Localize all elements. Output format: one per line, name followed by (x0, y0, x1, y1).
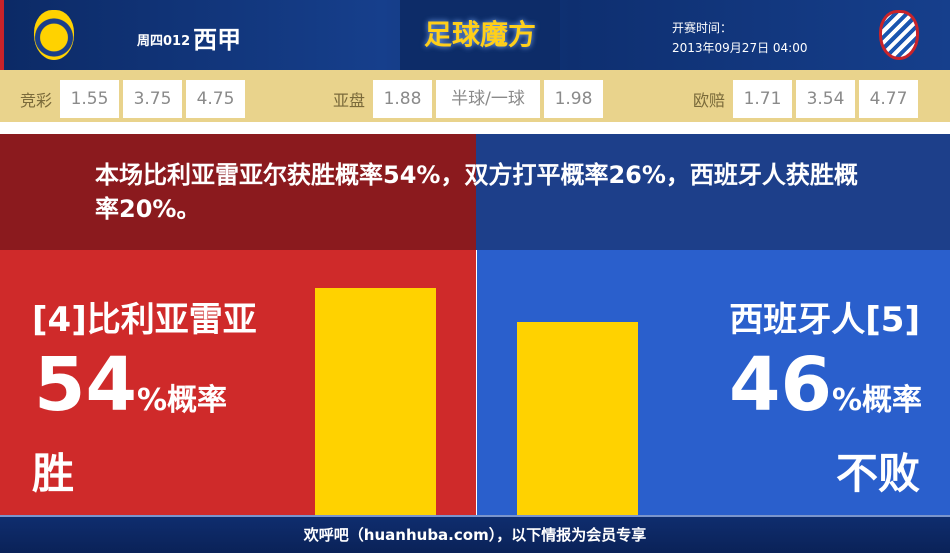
home-panel: [4]比利亚雷亚 54%概率 胜 (0, 250, 476, 515)
home-pct-value: 54 (34, 342, 137, 428)
odds-value: 1.71 (733, 80, 793, 118)
away-result: 不败 (835, 449, 920, 498)
kickoff-label: 开赛时间： (672, 21, 733, 35)
summary-band-away (476, 134, 950, 250)
odds-value: 1.98 (544, 80, 604, 118)
odds-group-jingcai: 竞彩 1.55 3.75 4.75 (20, 80, 246, 118)
away-pct-value: 46 (728, 342, 832, 428)
summary-band-home (0, 134, 476, 250)
probability-summary: 本场比利亚雷亚尔获胜概率54%，双方打平概率26%，西班牙人获胜概率20%。 (95, 161, 858, 223)
home-team-logo (34, 10, 74, 60)
odds-value: 4.77 (859, 80, 919, 118)
away-team-logo (879, 10, 919, 60)
odds-label: 竞彩 (20, 91, 53, 110)
odds-value: 1.55 (60, 80, 120, 118)
away-percent: 46%概率 (729, 342, 922, 428)
kickoff-value: 2013年09月27日 04:00 (672, 41, 808, 55)
away-panel: 西班牙人[5] 46%概率 不败 (476, 250, 950, 515)
odds-value: 3.75 (123, 80, 183, 118)
match-info: 周四012 西甲 (137, 20, 241, 55)
home-probability-bar (315, 288, 436, 515)
pct-suffix: %概率 (831, 383, 922, 418)
header: 周四012 西甲 足球魔方 开赛时间： 2013年09月27日 04:00 (0, 0, 950, 70)
odds-value: 3.54 (796, 80, 856, 118)
home-percent: 54%概率 (34, 342, 227, 428)
odds-label: 亚盘 (333, 91, 366, 110)
league: 西甲 (193, 26, 242, 54)
pct-suffix: %概率 (136, 383, 228, 418)
brand-logo: 足球魔方 (400, 0, 560, 70)
odds-value: 4.75 (186, 80, 246, 118)
kickoff-time: 开赛时间： 2013年09月27日 04:00 (672, 18, 807, 58)
odds-bar: 竞彩 1.55 3.75 4.75 亚盘 1.88 半球/一球 1.98 欧赔 … (0, 70, 950, 128)
odds-label: 欧赔 (693, 91, 726, 110)
away-team-name: 西班牙人[5] (729, 300, 920, 340)
match-number: 周四012 (137, 34, 191, 49)
odds-group-yapan: 亚盘 1.88 半球/一球 1.98 (333, 80, 604, 118)
home-team-name: [4]比利亚雷亚 (32, 300, 257, 340)
footer-notice: 欢呼吧（huanhuba.com），以下情报为会员专享 (0, 515, 950, 553)
away-probability-bar (517, 321, 638, 515)
odds-value: 1.88 (373, 80, 433, 118)
home-result: 胜 (32, 449, 75, 498)
odds-handicap: 半球/一球 (436, 80, 541, 118)
odds-group-oupei: 欧赔 1.71 3.54 4.77 (693, 80, 919, 118)
